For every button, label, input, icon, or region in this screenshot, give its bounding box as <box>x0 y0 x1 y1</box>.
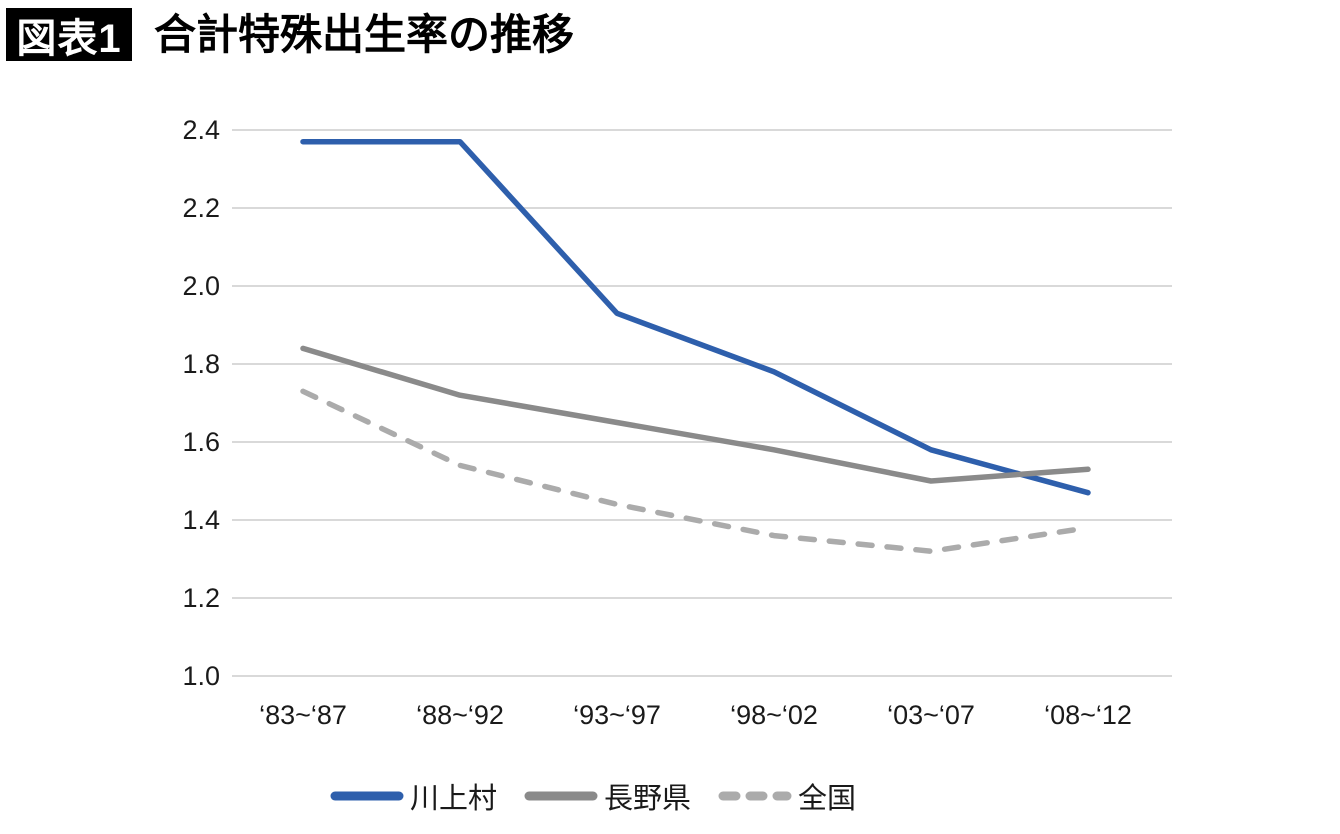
x-axis-tick-label: ‘88~‘92 <box>416 700 504 730</box>
y-axis-tick-label: 1.4 <box>182 505 220 535</box>
x-axis-tick-label: ‘93~‘97 <box>573 700 661 730</box>
figure-badge: 図表1 <box>6 8 132 61</box>
legend: 川上村 長野県 全国 <box>330 775 856 817</box>
legend-label: 全国 <box>798 783 857 815</box>
x-axis-tick-label: ‘08~‘12 <box>1044 700 1132 730</box>
y-axis-tick-label: 1.8 <box>182 349 220 379</box>
y-axis-tick-label: 1.6 <box>182 427 220 457</box>
legend-label: 川上村 <box>410 783 498 815</box>
series-line-1 <box>300 345 1091 484</box>
y-axis-tick-label: 2.4 <box>182 115 220 145</box>
legend-item: 川上村 <box>330 775 497 817</box>
plot-area <box>232 129 1172 677</box>
y-axis-tick-label: 2.0 <box>182 271 220 301</box>
series-line-2 <box>300 388 1091 554</box>
figure-header: 図表1 合計特殊出生率の推移 <box>0 0 1340 62</box>
x-axis-tick-label: ‘83~‘87 <box>259 700 347 730</box>
legend-line-icon <box>718 791 792 801</box>
y-axis-tick-label: 2.2 <box>182 193 220 223</box>
legend-line-icon <box>330 791 404 801</box>
x-axis-tick-label: ‘03~‘07 <box>887 700 975 730</box>
legend-label: 長野県 <box>604 783 692 815</box>
legend-item: 長野県 <box>524 775 691 817</box>
legend-line-icon <box>524 791 598 801</box>
figure-title: 合計特殊出生率の推移 <box>154 11 575 58</box>
series-line-0 <box>300 138 1091 496</box>
y-axis-tick-label: 1.2 <box>182 583 220 613</box>
legend-item: 全国 <box>718 775 856 817</box>
y-axis-tick-label: 1.0 <box>182 661 220 691</box>
x-axis-tick-label: ‘98~‘02 <box>730 700 818 730</box>
